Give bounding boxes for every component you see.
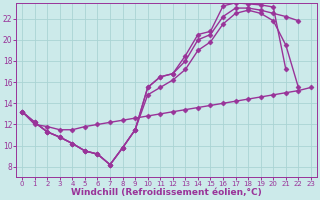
- X-axis label: Windchill (Refroidissement éolien,°C): Windchill (Refroidissement éolien,°C): [71, 188, 262, 197]
